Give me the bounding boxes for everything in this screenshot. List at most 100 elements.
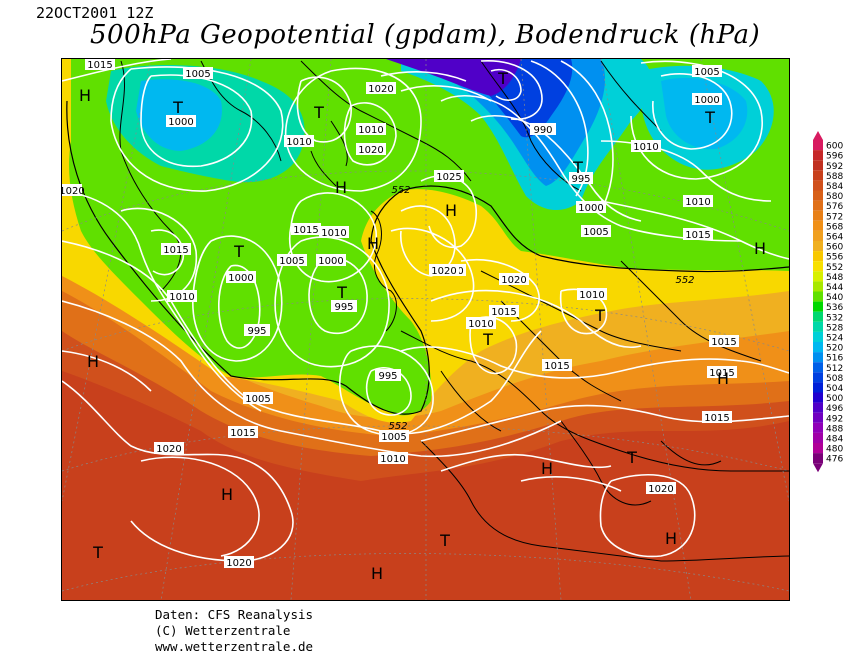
legend-level-label: 592 bbox=[826, 162, 843, 172]
pressure-label: 1015 bbox=[489, 305, 519, 318]
legend-swatch bbox=[813, 261, 823, 272]
legend-level-label: 496 bbox=[826, 404, 843, 414]
legend-swatch bbox=[813, 453, 823, 464]
pressure-label: 1010 bbox=[319, 226, 349, 239]
pressure-label: 1005 bbox=[243, 392, 273, 405]
svg-text:1010: 1010 bbox=[169, 292, 194, 303]
svg-text:1000: 1000 bbox=[694, 95, 719, 106]
legend-level-label: 556 bbox=[826, 253, 843, 263]
legend-swatch bbox=[813, 271, 823, 282]
legend-swatch bbox=[813, 352, 823, 363]
svg-text:1000: 1000 bbox=[228, 273, 253, 284]
pressure-label: 1000 bbox=[166, 115, 196, 128]
legend-level-label: 568 bbox=[826, 222, 843, 232]
pressure-label: 1015 bbox=[702, 411, 732, 424]
legend-swatch bbox=[813, 311, 823, 322]
band-520-east bbox=[661, 77, 748, 150]
pressure-center-marker: H bbox=[221, 485, 233, 504]
svg-text:990: 990 bbox=[533, 125, 552, 136]
svg-text:552: 552 bbox=[391, 185, 410, 196]
legend-level-label: 492 bbox=[826, 414, 843, 424]
legend-arrow-top bbox=[813, 131, 823, 140]
pressure-label: 1020 bbox=[154, 442, 184, 455]
pressure-label: 1015 bbox=[709, 335, 739, 348]
valid-time-label: 22OCT2001 12Z bbox=[36, 4, 154, 22]
pressure-label: 1010 bbox=[466, 317, 496, 330]
svg-text:1020: 1020 bbox=[358, 145, 383, 156]
svg-text:1015: 1015 bbox=[544, 361, 569, 372]
pressure-center-marker: T bbox=[572, 158, 583, 177]
map-title: 500hPa Geopotential (gpdam), Bodendruck … bbox=[90, 20, 761, 50]
legend-swatch bbox=[813, 210, 823, 221]
pressure-center-marker: T bbox=[497, 69, 508, 88]
legend-level-label: 548 bbox=[826, 273, 843, 283]
legend-level-label: 600 bbox=[826, 142, 843, 152]
legend-arrow-bottom bbox=[813, 463, 823, 473]
svg-text:1005: 1005 bbox=[381, 432, 406, 443]
pressure-label: 1005 bbox=[379, 430, 409, 443]
svg-text:995: 995 bbox=[571, 174, 590, 185]
legend-level-label: 552 bbox=[826, 263, 843, 273]
svg-text:1005: 1005 bbox=[279, 256, 304, 267]
legend-level-label: 480 bbox=[826, 445, 843, 455]
contour-label-552: 552 bbox=[388, 421, 407, 432]
svg-text:1015: 1015 bbox=[491, 307, 516, 318]
legend-swatch bbox=[813, 281, 823, 292]
svg-text:1020: 1020 bbox=[368, 84, 393, 95]
svg-text:1010: 1010 bbox=[685, 197, 710, 208]
pressure-centers: H T T T T H T H T T H T H H T T H H T T … bbox=[79, 69, 766, 583]
svg-text:1005: 1005 bbox=[245, 394, 270, 405]
pressure-label: 1000 bbox=[576, 201, 606, 214]
pressure-label: 995 bbox=[331, 300, 357, 313]
svg-text:552: 552 bbox=[675, 275, 694, 286]
svg-text:1020: 1020 bbox=[226, 558, 251, 569]
legend-swatch bbox=[813, 301, 823, 312]
legend-swatch bbox=[813, 230, 823, 241]
legend-level-label: 508 bbox=[826, 374, 843, 384]
pressure-center-marker: H bbox=[665, 529, 677, 548]
contour-label-552: 552 bbox=[675, 275, 694, 286]
pressure-center-marker: T bbox=[172, 98, 183, 117]
pressure-center-marker: H bbox=[541, 459, 553, 478]
legend-swatch bbox=[813, 140, 823, 151]
svg-text:1010: 1010 bbox=[633, 142, 658, 153]
legend-swatch bbox=[813, 241, 823, 252]
legend-level-label: 560 bbox=[826, 243, 843, 253]
legend-swatch bbox=[813, 392, 823, 403]
svg-text:1020: 1020 bbox=[62, 186, 85, 197]
coastlines bbox=[119, 60, 789, 562]
svg-text:1015: 1015 bbox=[230, 428, 255, 439]
legend-level-label: 584 bbox=[826, 182, 843, 192]
pressure-label: 1025 bbox=[434, 170, 464, 183]
pressure-label: 1005 bbox=[183, 67, 213, 80]
pressure-label: 1015 bbox=[291, 223, 321, 236]
pressure-center-marker: H bbox=[335, 178, 347, 197]
pressure-labels: 1015 1005 1020 1000 1010 1020 1010 990 9… bbox=[62, 59, 739, 569]
legend-swatch bbox=[813, 251, 823, 262]
legend-swatch bbox=[813, 220, 823, 231]
pressure-label: 1015 bbox=[85, 59, 115, 71]
pressure-label: 1015 bbox=[683, 228, 713, 241]
color-legend: 600 596 592 588 584 580 576 572 568 564 560 556 552 5… bbox=[810, 130, 850, 534]
legend-level-label: 540 bbox=[826, 293, 843, 303]
pressure-center-marker: T bbox=[704, 108, 715, 127]
pressure-center-marker: H bbox=[717, 369, 729, 388]
pressure-center-marker: T bbox=[233, 242, 244, 261]
legend-level-label: 532 bbox=[826, 313, 843, 323]
svg-text:1020: 1020 bbox=[648, 484, 673, 495]
pressure-label: 1015 bbox=[542, 359, 572, 372]
pressure-label: 1005 bbox=[692, 65, 722, 78]
svg-text:1015: 1015 bbox=[711, 337, 736, 348]
pressure-center-marker: T bbox=[482, 330, 493, 349]
legend-level-label: 580 bbox=[826, 192, 843, 202]
weather-map: 1015 1005 1020 1000 1010 1020 1010 990 9… bbox=[61, 58, 790, 601]
contour-552 bbox=[66, 100, 789, 415]
svg-text:995: 995 bbox=[247, 326, 266, 337]
pressure-label: 1020 bbox=[356, 143, 386, 156]
legend-level-label: 488 bbox=[826, 424, 843, 434]
pressure-center-marker: H bbox=[371, 564, 383, 583]
pressure-label: 1010 bbox=[356, 123, 386, 136]
legend-level-label: 596 bbox=[826, 152, 843, 162]
pressure-center-marker: T bbox=[594, 306, 605, 325]
data-source-text: Daten: CFS Reanalysis bbox=[155, 607, 314, 622]
